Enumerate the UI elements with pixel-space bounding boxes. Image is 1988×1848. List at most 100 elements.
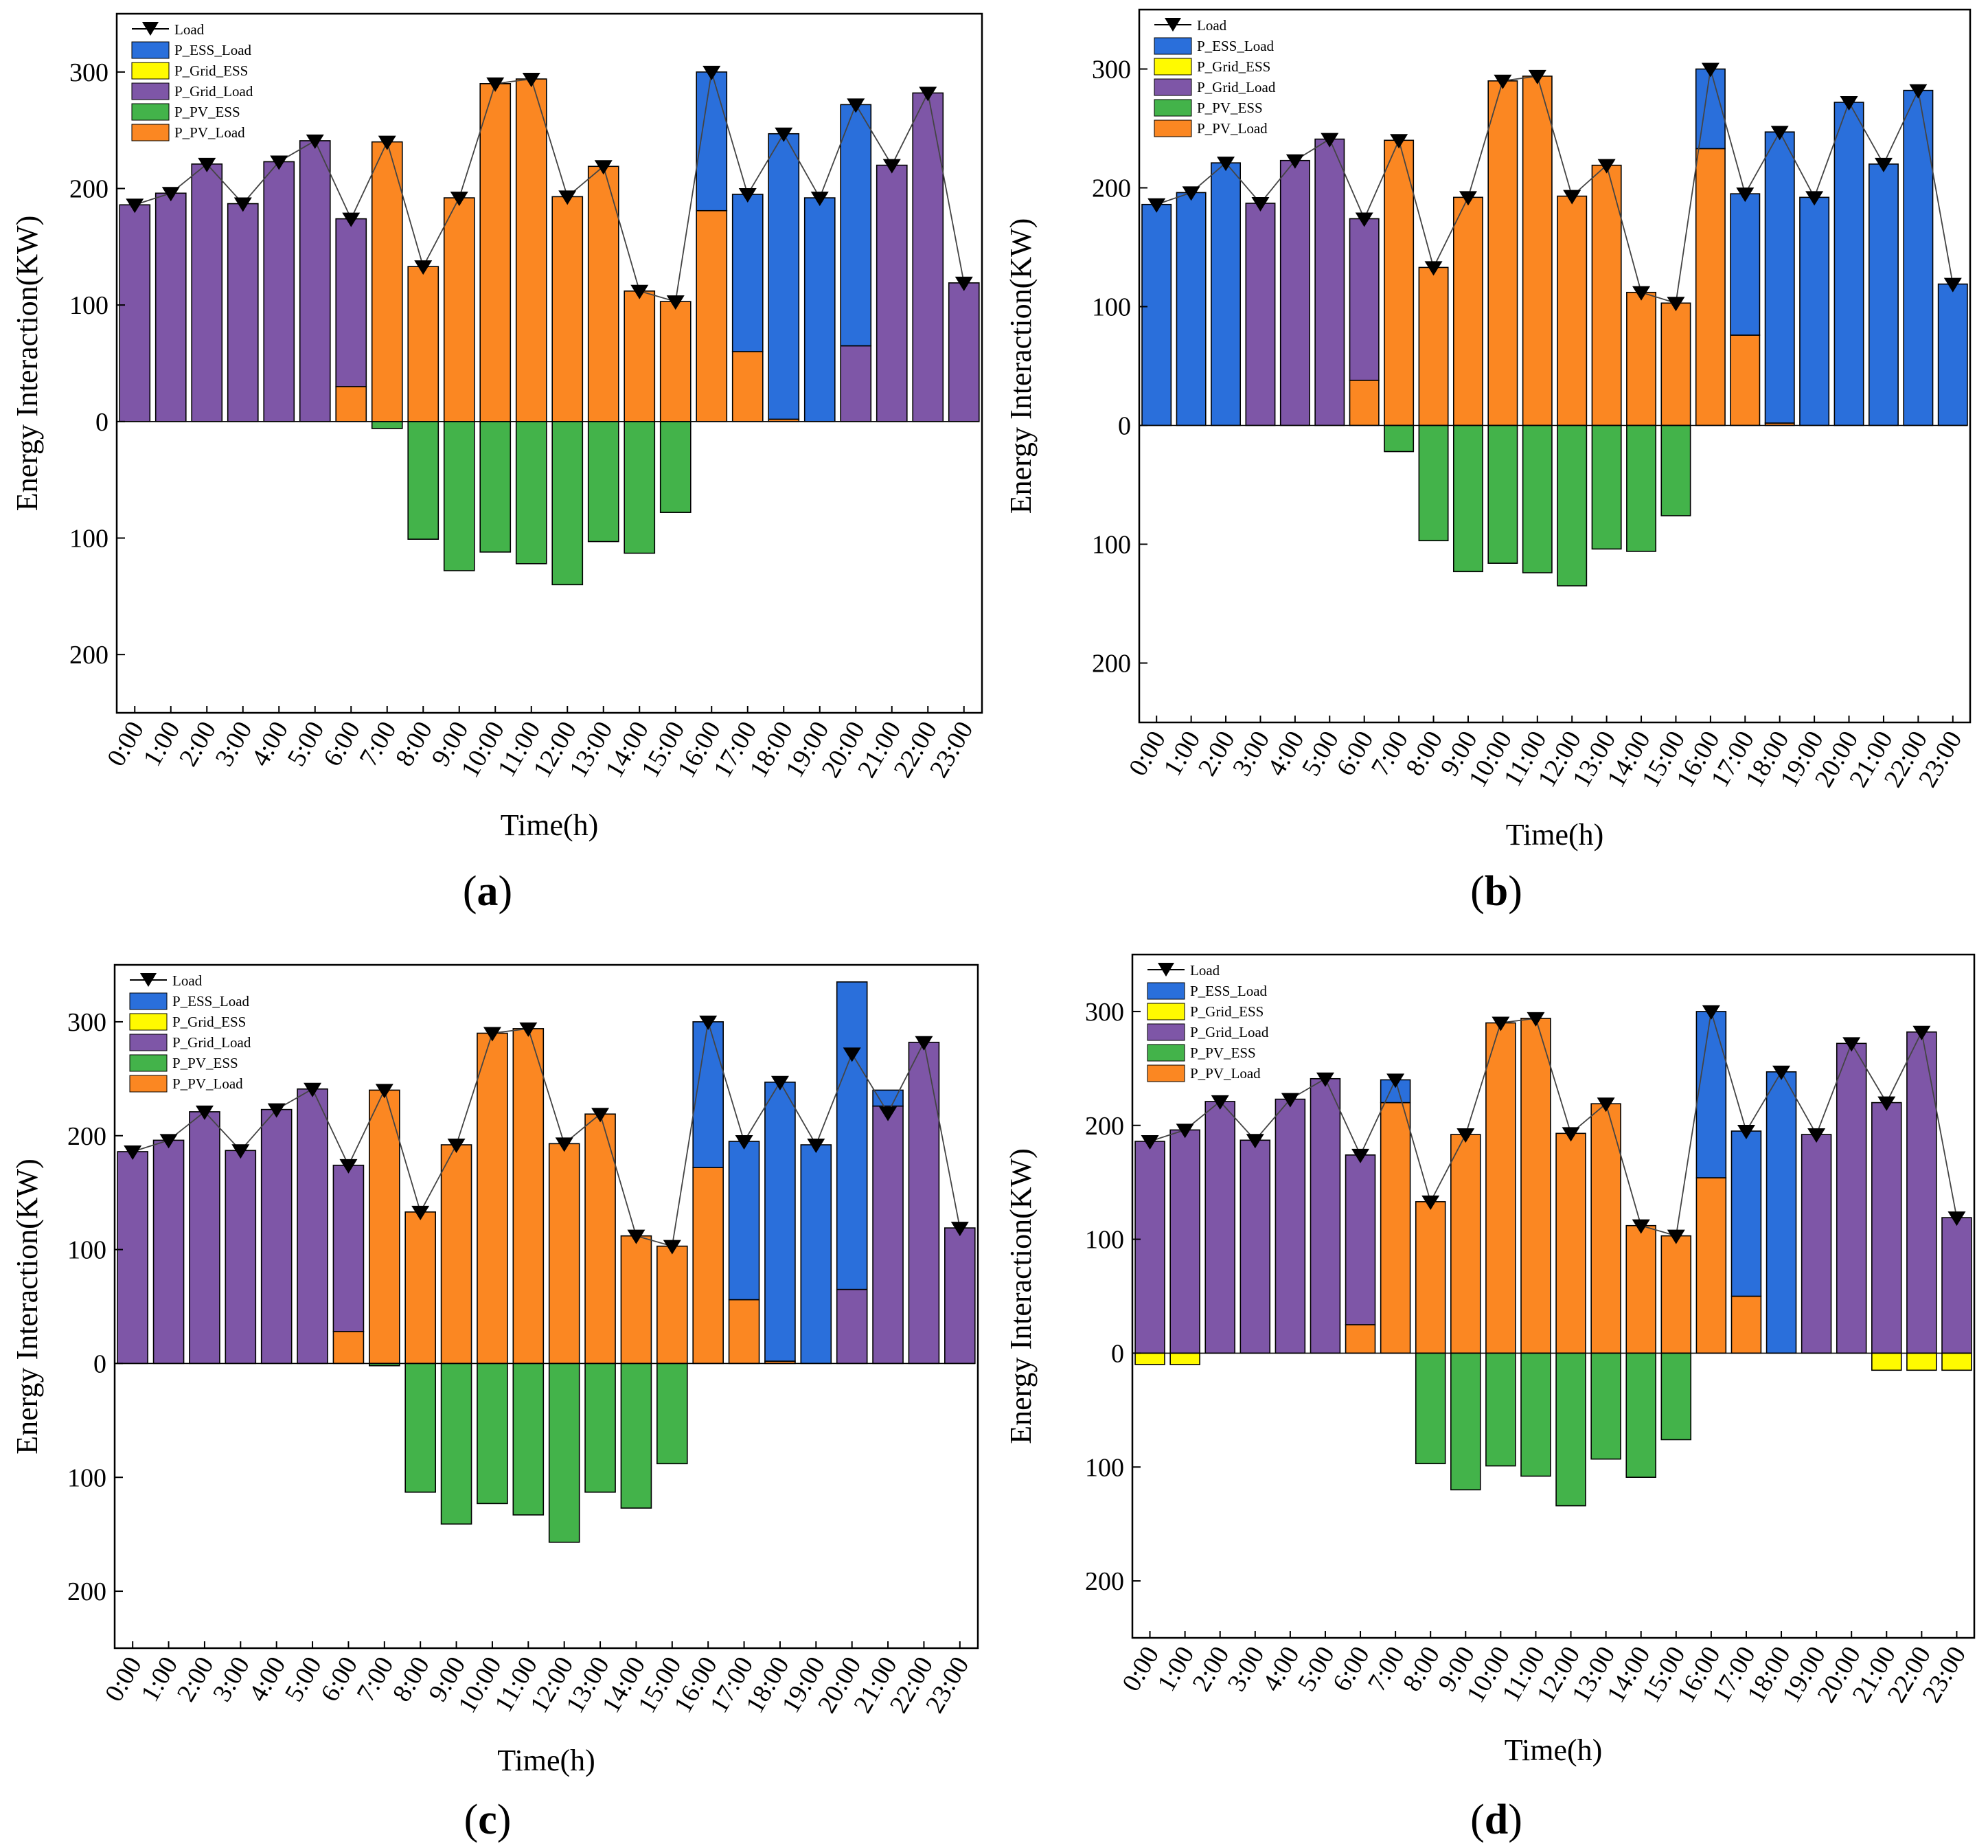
- legend-label-P_ESS_Load: P_ESS_Load: [1197, 38, 1275, 54]
- chart-a-svg: 300 200 100 0 100 200 0:001:002:003:004:005:00…: [10, 12, 983, 842]
- legend-swatch-P_Grid_Load: [1154, 78, 1192, 96]
- load-line: [134, 71, 965, 303]
- load-marker-1: [161, 187, 180, 202]
- load-marker-12: [1563, 190, 1581, 205]
- legend: Load P_ESS_Load P_Grid_ESS P_Grid_Load P_PV_…: [131, 21, 253, 141]
- bar-P_PV_Load-9: [1452, 196, 1483, 426]
- load-marker-10: [486, 77, 505, 92]
- bar-P_Grid_Load-3: [1245, 203, 1276, 426]
- bar-P_PV_ESS-15: [1660, 1352, 1692, 1441]
- load-marker-1: [159, 1134, 178, 1149]
- load-line: [1156, 69, 1954, 304]
- bar-P_Grid_Load-2: [189, 1111, 220, 1365]
- bar-P_PV_ESS-9: [1450, 1352, 1481, 1491]
- bar-P_PV_Load-6: [335, 386, 367, 422]
- x-tick-label-7: 7:00: [351, 1652, 399, 1707]
- legend-label-P_PV_Load: P_PV_Load: [172, 1075, 243, 1092]
- bar-P_PV_Load-10: [479, 83, 512, 422]
- x-tick-label-4: 4:00: [246, 717, 294, 772]
- bar-P_Grid_Load-5: [297, 1088, 328, 1365]
- load-marker-4: [270, 155, 288, 170]
- bar-P_Grid_ESS-21: [1871, 1352, 1902, 1371]
- bar-P_PV_ESS-8: [1418, 424, 1449, 542]
- legend-label-P_PV_ESS: P_PV_ESS: [174, 104, 240, 120]
- panel-caption-a: (a): [462, 868, 513, 915]
- bar-P_ESS_Load-18: [768, 133, 800, 420]
- load-marker-18: [1770, 126, 1789, 141]
- load-marker-16: [699, 1015, 718, 1030]
- legend-swatch-P_ESS_Load: [1147, 982, 1185, 1000]
- x-tick-label-2: 2:00: [1193, 727, 1241, 782]
- bar-P_PV_ESS-11: [1520, 1352, 1551, 1477]
- panel-caption-b: (b): [1470, 868, 1522, 915]
- x-tick-label-1: 1:00: [135, 1652, 183, 1707]
- bar-P_PV_Load-15: [1660, 1235, 1692, 1354]
- chart-d-svg: 300 200 100 0 100 200 0:001:002:003:004:005:00…: [1004, 953, 1976, 1767]
- load-marker-19: [1805, 191, 1824, 206]
- bar-P_Grid_Load-6: [1349, 218, 1380, 381]
- legend-swatch-P_PV_ESS: [1147, 1044, 1185, 1062]
- bar-P_PV_Load-17: [728, 1299, 760, 1365]
- bar-P_PV_ESS-10: [1485, 1352, 1516, 1467]
- y-tick-label-1: 200: [1085, 1112, 1124, 1141]
- legend-load-marker: [1165, 18, 1181, 32]
- legend-swatch-P_PV_Load: [1154, 119, 1192, 137]
- y-tick-label-0: 300: [1092, 56, 1131, 84]
- bar-P_Grid_Load-19: [1801, 1134, 1832, 1354]
- load-marker-2: [195, 1105, 214, 1120]
- bar-P_PV_Load-15: [656, 1245, 688, 1365]
- bar-P_Grid_Load-23: [1941, 1217, 1972, 1354]
- bar-P_PV_Load-8: [407, 266, 439, 422]
- bar-P_ESS_Load-17: [728, 1141, 760, 1301]
- bar-P_ESS_Load-16: [1695, 1011, 1727, 1178]
- load-marker-14: [627, 1229, 645, 1244]
- legend-swatch-P_PV_ESS: [131, 103, 170, 121]
- bar-P_PV_Load-16: [1695, 148, 1726, 426]
- legend-label-P_ESS_Load: P_ESS_Load: [174, 42, 252, 58]
- load-marker-9: [1456, 1128, 1475, 1143]
- x-tick-label-8: 8:00: [387, 1652, 435, 1707]
- load-marker-18: [770, 1075, 789, 1091]
- chart-b-svg: 300 200 100 0 100 200 0:001:002:003:004:005:00…: [1004, 8, 1972, 852]
- legend-label-Load: Load: [172, 972, 203, 989]
- bar-P_ESS_Load-18: [1766, 1071, 1797, 1354]
- bar-P_PV_Load-6: [332, 1331, 365, 1365]
- load-marker-5: [1316, 1072, 1334, 1087]
- bar-P_PV_Load-11: [1520, 1018, 1551, 1354]
- legend: Load P_ESS_Load P_Grid_ESS P_Grid_Load P_PV_…: [1147, 962, 1269, 1082]
- x-tick-label-4: 4:00: [1262, 727, 1310, 782]
- load-marker-14: [630, 284, 649, 299]
- load-marker-5: [1321, 133, 1339, 148]
- bar-P_Grid_Load-23: [944, 1227, 976, 1365]
- y-tick-label-0: 300: [69, 58, 108, 87]
- bar-P_ESS_Load-20: [836, 981, 868, 1290]
- bar-P_ESS_Load-19: [803, 197, 836, 422]
- bar-P_PV_Load-14: [1625, 1224, 1656, 1354]
- x-tick-label-6: 6:00: [318, 717, 366, 772]
- load-marker-23: [1947, 1211, 1966, 1227]
- load-marker-5: [306, 134, 324, 149]
- plot-frame: [1138, 8, 1972, 724]
- legend-label-P_PV_ESS: P_PV_ESS: [172, 1055, 238, 1071]
- bar-P_ESS_Load-17: [1730, 1130, 1762, 1297]
- load-marker-10: [1494, 74, 1512, 89]
- load-marker-10: [483, 1027, 501, 1042]
- load-marker-2: [1217, 157, 1235, 172]
- load-marker-18: [1772, 1065, 1791, 1080]
- bar-P_ESS_Load-21: [872, 1089, 904, 1107]
- bar-P_Grid_Load-21: [1871, 1102, 1902, 1354]
- x-tick-label-7: 7:00: [1362, 1642, 1410, 1697]
- load-marker-1: [1182, 186, 1200, 201]
- bar-P_PV_ESS-11: [515, 421, 547, 564]
- load-marker-8: [1421, 1195, 1440, 1210]
- load-marker-12: [555, 1137, 573, 1152]
- y-axis-title: Energy Interaction(KW): [10, 1159, 44, 1454]
- x-axis-title: Time(h): [1505, 1733, 1603, 1767]
- y-axis-title: Energy Interaction(KW): [10, 216, 44, 511]
- y-tick-label-5: 200: [69, 641, 108, 670]
- x-tick-label-3: 3:00: [209, 717, 258, 772]
- bar-P_PV_Load-12: [548, 1143, 580, 1365]
- y-tick-label-3: 0: [93, 1349, 106, 1378]
- x-axis-title: Time(h): [497, 1744, 595, 1777]
- bar-P_PV_ESS-13: [1590, 1352, 1621, 1460]
